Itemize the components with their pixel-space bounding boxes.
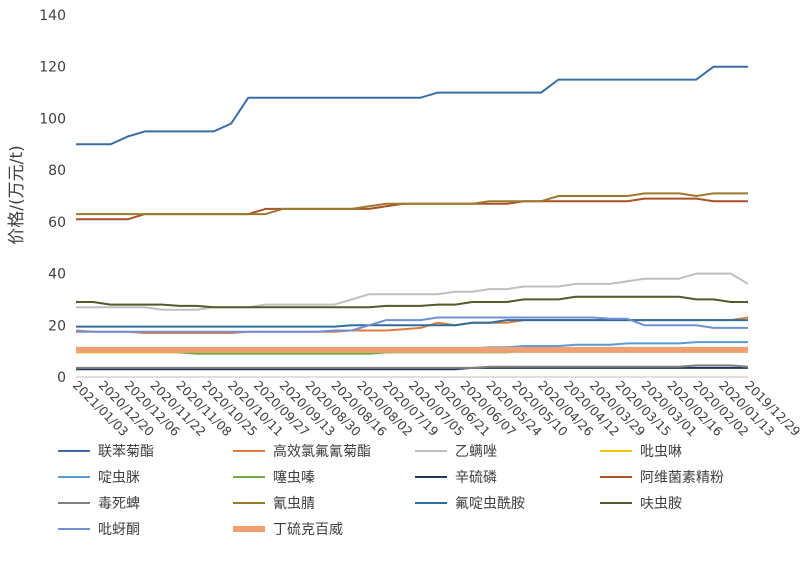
series-line	[76, 366, 748, 371]
series-layer	[75, 65, 749, 371]
y-axis-label: 价格/(万元/t)	[7, 145, 27, 244]
y-tick-label: 80	[48, 163, 66, 179]
legend-label: 呋虫胺	[640, 496, 682, 512]
legend-label: 啶虫脒	[98, 470, 140, 486]
series-line	[76, 316, 748, 333]
legend-label: 氟啶虫酰胺	[455, 496, 525, 512]
legend-label: 氰虫腈	[273, 496, 315, 512]
x-axis: 2021/01/032020/12/202020/12/062020/11/22…	[70, 376, 803, 439]
series-line	[76, 319, 748, 328]
legend-label: 毒死蜱	[98, 496, 140, 512]
legend-label: 辛硫磷	[455, 470, 497, 486]
y-tick-label: 0	[57, 370, 66, 386]
series-line	[76, 295, 748, 309]
series-line	[76, 192, 748, 216]
y-tick-label: 140	[39, 8, 66, 24]
legend-label: 吡蚜酮	[98, 522, 140, 538]
y-tick-label: 40	[48, 267, 66, 283]
y-axis: 0 20 40 60 80 100 120 140	[39, 8, 66, 386]
series-line	[76, 364, 749, 369]
legend-label: 阿维菌素精粉	[640, 470, 724, 486]
y-tick-label: 60	[48, 215, 66, 231]
y-tick-label: 100	[39, 111, 66, 127]
legend-label: 乙螨唑	[455, 444, 497, 460]
y-tick-label: 120	[39, 60, 66, 76]
legend-label: 噻虫嗪	[273, 469, 315, 486]
legend-label: 吡虫啉	[640, 444, 682, 460]
legend-label: 联苯菊酯	[98, 443, 154, 460]
series-line	[76, 65, 748, 146]
legend-label: 丁硫克百威	[273, 522, 343, 538]
series-line	[76, 272, 749, 311]
legend-label: 高效氯氟氰菊酯	[273, 443, 371, 460]
series-line	[76, 197, 748, 221]
y-tick-label: 20	[48, 318, 66, 334]
